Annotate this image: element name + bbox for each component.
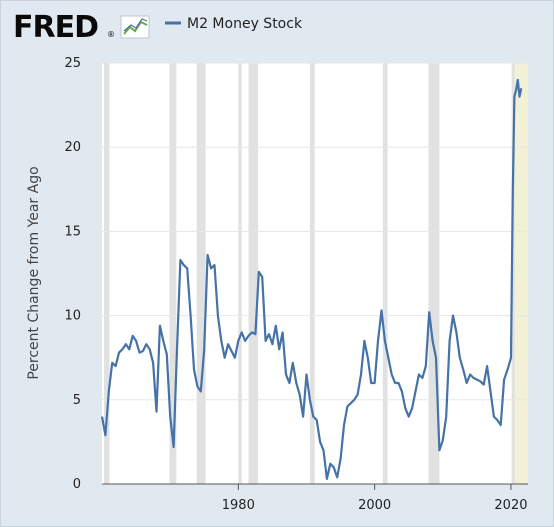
recession-band	[104, 63, 110, 484]
fred-logo-text: FRED	[13, 10, 98, 45]
highlight-band	[513, 63, 528, 484]
fred-graph-icon	[120, 15, 150, 39]
y-tick-label: 0	[73, 477, 81, 492]
recession-band	[196, 63, 206, 484]
recession-band	[511, 63, 515, 484]
legend-label: M2 Money Stock	[187, 16, 303, 32]
x-tick-label: 2020	[494, 498, 527, 513]
recession-band	[428, 63, 440, 484]
recession-band	[382, 63, 388, 484]
recession-bands	[104, 63, 515, 484]
x-tick-label: 2000	[358, 498, 391, 513]
axes: 0 5 10 15 20 25 1980 2000 2020	[64, 56, 528, 513]
y-tick-label: 15	[64, 224, 81, 239]
recession-band	[169, 63, 177, 484]
recession-band	[309, 63, 315, 484]
x-tick-label: 1980	[222, 498, 255, 513]
y-tick-label: 5	[73, 393, 81, 408]
forecast-band-layer	[513, 63, 528, 484]
series-line-m2-money-stock	[100, 78, 523, 480]
plot-area	[102, 63, 528, 484]
fred-logo[interactable]: FRED ®	[13, 10, 150, 45]
gridlines	[102, 62, 528, 401]
y-tick-label: 25	[64, 56, 81, 71]
y-tick-label: 10	[64, 309, 81, 324]
recession-band	[248, 63, 259, 484]
legend: M2 Money Stock	[165, 16, 303, 32]
recession-band	[238, 63, 242, 484]
y-axis-title: Percent Change from Year Ago	[26, 166, 42, 379]
registered-mark: ®	[107, 30, 115, 39]
y-tick-label: 20	[64, 140, 81, 155]
series-layer	[100, 78, 523, 480]
